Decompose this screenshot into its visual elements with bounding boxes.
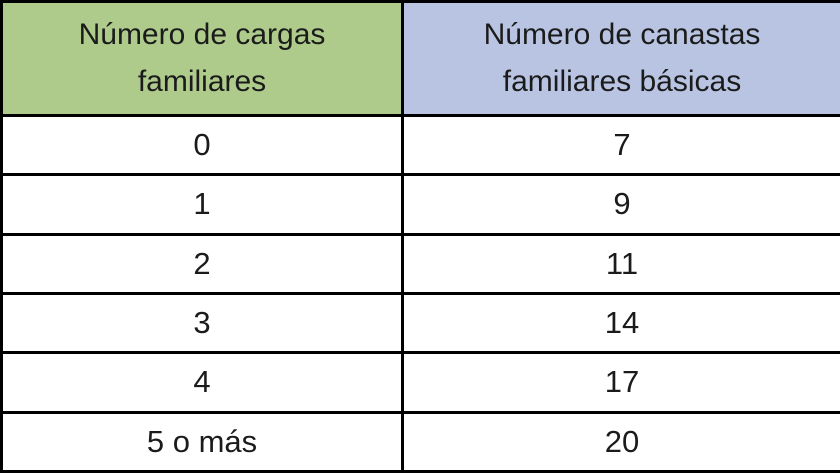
table-row: 1 9 — [0, 173, 840, 236]
column-header-canastas-basicas: Número de canastas familiares básicas — [401, 0, 840, 117]
column-header-cargas-familiares: Número de cargas familiares — [0, 0, 404, 117]
cell-cargas: 4 — [0, 351, 404, 414]
cell-canastas: 7 — [401, 113, 840, 177]
table-row: 4 17 — [0, 351, 840, 414]
cell-cargas: 1 — [0, 173, 404, 236]
table-row: 0 7 — [0, 113, 840, 177]
cell-canastas: 17 — [401, 351, 840, 414]
cell-cargas: 0 — [0, 113, 404, 177]
cell-cargas: 5 o más — [0, 410, 404, 473]
table-row: 3 14 — [0, 291, 840, 355]
cell-canastas: 11 — [401, 232, 840, 295]
cell-cargas: 3 — [0, 291, 404, 355]
cell-canastas: 9 — [401, 173, 840, 236]
header-row: Número de cargas familiares Número de ca… — [0, 0, 840, 117]
cell-canastas: 20 — [401, 410, 840, 473]
table-row: 5 o más 20 — [0, 410, 840, 473]
cell-cargas: 2 — [0, 232, 404, 295]
table-row: 2 11 — [0, 232, 840, 295]
cell-canastas: 14 — [401, 291, 840, 355]
